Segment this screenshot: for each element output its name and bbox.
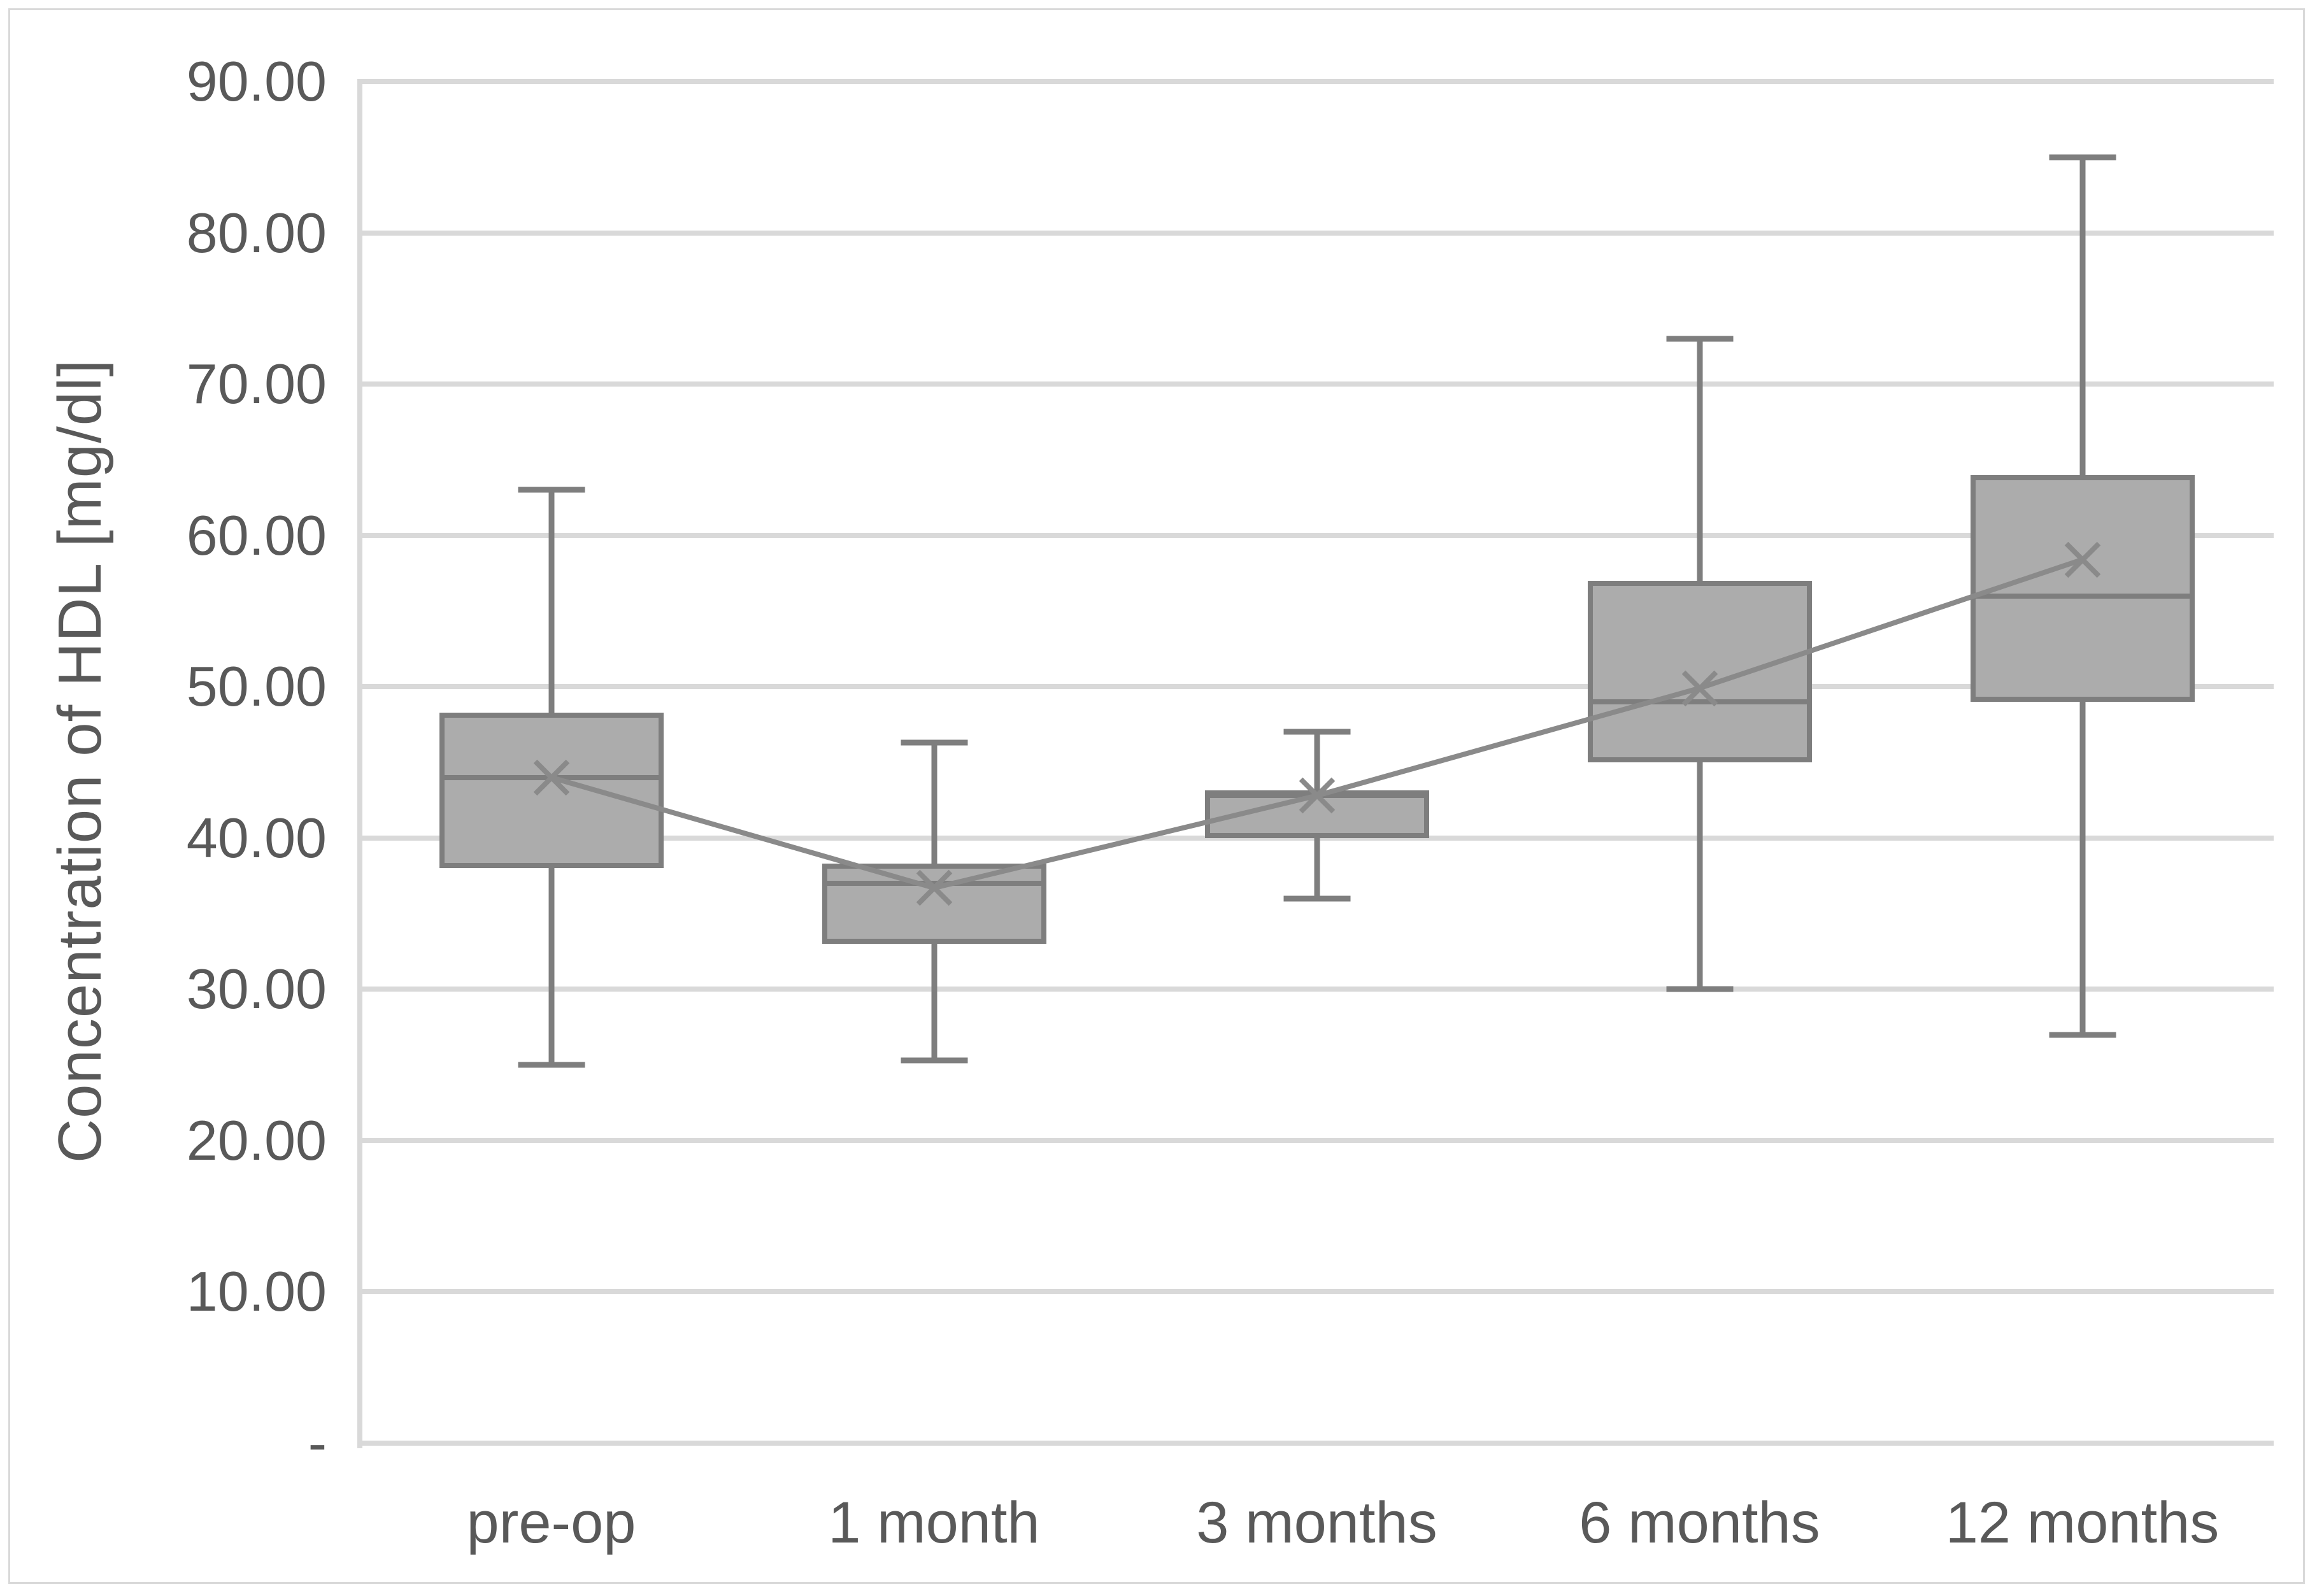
median-12 months	[1970, 593, 2195, 599]
y-tick-label-60: 60.00	[186, 503, 327, 567]
gridline-90	[360, 79, 2274, 84]
x-category-label-5: 12 months	[1945, 1490, 2220, 1555]
box-pre-op	[439, 712, 664, 869]
y-tick-label-0: -	[308, 1411, 327, 1474]
y-tick-label-80: 80.00	[186, 201, 327, 264]
box-12 months	[1970, 474, 2195, 702]
gridline-10	[360, 1289, 2274, 1295]
whisker-upper-6 months	[1697, 338, 1702, 581]
whisker-upper-3 months	[1314, 732, 1320, 793]
gridline-30	[360, 987, 2274, 992]
median-6 months	[1587, 699, 1812, 704]
y-tick-label-50: 50.00	[186, 655, 327, 718]
gridline-80	[360, 230, 2274, 236]
y-tick-label-30: 30.00	[186, 957, 327, 1021]
whisker-lower-1 month	[931, 944, 937, 1060]
gridline-20	[360, 1137, 2274, 1143]
whisker-lower-pre-op	[548, 868, 554, 1065]
whisker-lower-6 months	[1697, 762, 1702, 990]
whisker-cap-max-pre-op	[518, 487, 585, 493]
mean-x-marker-3 months	[1299, 777, 1335, 814]
y-tick-label-20: 20.00	[186, 1108, 327, 1172]
chart-frame	[8, 8, 2305, 1584]
whisker-cap-min-3 months	[1283, 895, 1350, 902]
gridline-70	[360, 381, 2274, 387]
y-axis-title: Concentration of HDL [mg/dl]	[46, 359, 114, 1164]
y-tick-label-90: 90.00	[186, 50, 327, 113]
whisker-cap-min-12 months	[2049, 1032, 2116, 1038]
x-category-label-4: 6 months	[1579, 1490, 1820, 1555]
whisker-cap-max-12 months	[2049, 154, 2116, 160]
y-axis-line	[357, 79, 362, 1448]
whisker-lower-12 months	[2079, 701, 2085, 1035]
whisker-upper-pre-op	[548, 490, 554, 713]
box-6 months	[1587, 580, 1812, 762]
mean-x-marker-6 months	[1681, 670, 1718, 706]
gridline-60	[360, 532, 2274, 538]
box-1 month	[822, 864, 1046, 944]
y-tick-label-40: 40.00	[186, 806, 327, 869]
whisker-cap-max-3 months	[1283, 729, 1350, 735]
mean-x-marker-1 month	[916, 869, 952, 906]
whisker-lower-3 months	[1314, 837, 1320, 899]
x-category-label-1: pre-op	[466, 1490, 636, 1555]
mean-x-marker-12 months	[2064, 541, 2100, 578]
x-category-label-3: 3 months	[1196, 1490, 1437, 1555]
whisker-cap-min-pre-op	[518, 1062, 585, 1068]
y-tick-label-70: 70.00	[186, 352, 327, 416]
plot-area	[360, 79, 2274, 1446]
whisker-cap-max-6 months	[1666, 336, 1733, 342]
whisker-cap-min-6 months	[1666, 986, 1733, 992]
whisker-upper-12 months	[2079, 157, 2085, 475]
whisker-upper-1 month	[931, 743, 937, 864]
y-tick-label-10: 10.00	[186, 1260, 327, 1323]
x-category-label-2: 1 month	[828, 1490, 1040, 1555]
gridline-50	[360, 684, 2274, 690]
mean-x-marker-pre-op	[533, 759, 569, 796]
mean-connector-line	[360, 82, 2274, 1443]
whisker-cap-max-1 month	[901, 739, 967, 746]
gridline-0	[360, 1441, 2274, 1446]
whisker-cap-min-1 month	[901, 1057, 967, 1064]
